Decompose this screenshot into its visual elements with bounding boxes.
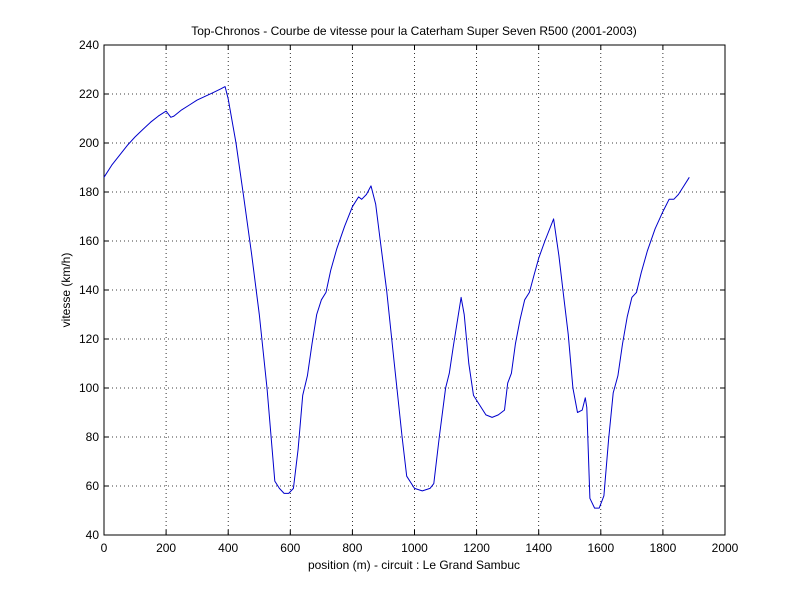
y-tick-label: 200 xyxy=(79,136,99,150)
x-tick-label: 1000 xyxy=(401,541,428,555)
x-tick-label: 1600 xyxy=(587,541,614,555)
chart-title: Top-Chronos - Courbe de vitesse pour la … xyxy=(191,24,637,38)
axis-ticks: 0 200 400 600 800 1000 1200 1400 1600 1800 2000 40 6… xyxy=(79,38,739,555)
y-tick-label: 60 xyxy=(86,479,100,493)
x-tick-label: 2000 xyxy=(712,541,739,555)
grid-lines xyxy=(104,45,725,535)
y-tick-label: 80 xyxy=(86,430,100,444)
y-tick-label: 220 xyxy=(79,87,99,101)
x-tick-label: 1800 xyxy=(650,541,677,555)
x-tick-label: 1200 xyxy=(463,541,490,555)
y-tick-label: 100 xyxy=(79,381,99,395)
y-tick-label: 120 xyxy=(79,332,99,346)
speed-series-line xyxy=(103,86,690,509)
series-layer xyxy=(103,86,690,509)
y-axis-label: vitesse (km/h) xyxy=(59,253,73,328)
x-tick-label: 600 xyxy=(280,541,300,555)
y-tick-label: 140 xyxy=(79,283,99,297)
x-tick-label: 1400 xyxy=(525,541,552,555)
x-axis-label: position (m) - circuit : Le Grand Sambuc xyxy=(308,558,520,572)
y-tick-label: 160 xyxy=(79,234,99,248)
x-tick-label: 400 xyxy=(218,541,238,555)
y-tick-label: 180 xyxy=(79,185,99,199)
y-tick-label: 240 xyxy=(79,38,99,52)
y-tick-label: 40 xyxy=(86,528,100,542)
x-tick-label: 800 xyxy=(342,541,362,555)
x-tick-label: 0 xyxy=(101,541,108,555)
x-tick-label: 200 xyxy=(156,541,176,555)
